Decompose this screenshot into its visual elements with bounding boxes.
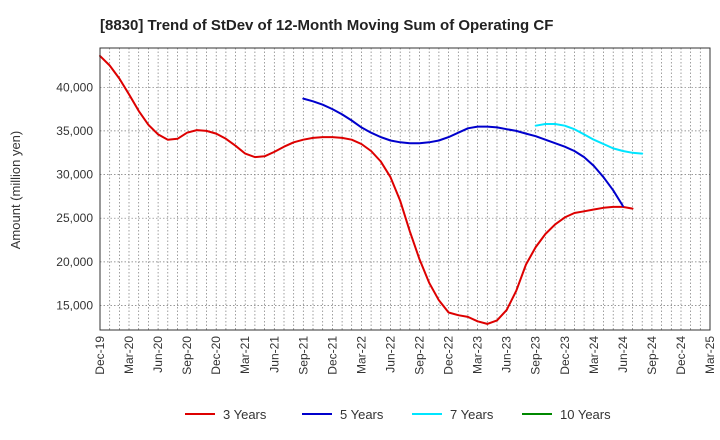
chart-title: [8830] Trend of StDev of 12-Month Moving… (100, 17, 553, 34)
x-tick-label: Mar-24 (587, 336, 601, 374)
legend-label: 10 Years (560, 407, 611, 422)
x-tick-label: Sep-23 (529, 336, 543, 375)
series-line-5-years (302, 97, 624, 207)
x-tick-label: Dec-19 (93, 336, 107, 375)
y-tick-label: 40,000 (56, 80, 93, 94)
x-tick-label: Sep-20 (180, 336, 194, 375)
legend-label: 5 Years (340, 407, 384, 422)
x-tick-label: Mar-25 (703, 336, 717, 374)
x-tick-label: Jun-22 (384, 336, 398, 373)
legend: 3 Years 5 Years 7 Years 10 Years (185, 407, 611, 422)
x-tick-labels: Dec-19 Mar-20 Jun-20 Sep-20 Dec-20 Mar-21 Jun-… (93, 336, 717, 375)
plot-area (100, 48, 710, 330)
y-tick-label: 35,000 (56, 124, 93, 138)
series-line-7-years (534, 123, 644, 155)
plot-border (99, 47, 711, 331)
y-tick-label: 15,000 (56, 299, 93, 313)
x-tick-label: Jun-23 (500, 336, 514, 373)
x-tick-label: Mar-22 (354, 336, 368, 374)
x-tick-label: Sep-22 (413, 336, 427, 375)
x-tick-label: Jun-21 (267, 336, 281, 373)
y-tick-label: 25,000 (56, 211, 93, 225)
y-axis-label: Amount (million yen) (8, 131, 23, 250)
legend-label: 7 Years (450, 407, 494, 422)
x-tick-label: Mar-23 (471, 336, 485, 374)
x-tick-label: Dec-21 (325, 336, 339, 375)
grid (100, 48, 710, 330)
x-tick-label: Sep-24 (645, 336, 659, 375)
y-tick-labels: 15,000 20,000 25,000 30,000 35,000 40,000 (56, 80, 93, 312)
x-tick-label: Mar-20 (122, 336, 136, 374)
x-tick-label: Dec-20 (209, 336, 223, 375)
x-tick-label: Dec-23 (558, 336, 572, 375)
legend-label: 3 Years (223, 407, 267, 422)
x-tick-label: Sep-21 (296, 336, 310, 375)
x-tick-label: Mar-21 (238, 336, 252, 374)
y-tick-label: 30,000 (56, 168, 93, 182)
x-tick-label: Jun-24 (616, 336, 630, 373)
series-line-3-years (99, 54, 634, 325)
y-tick-label: 20,000 (56, 255, 93, 269)
series-lines (99, 54, 644, 325)
x-tick-label: Jun-20 (151, 336, 165, 373)
x-tick-label: Dec-24 (674, 336, 688, 375)
x-tick-label: Dec-22 (442, 336, 456, 375)
